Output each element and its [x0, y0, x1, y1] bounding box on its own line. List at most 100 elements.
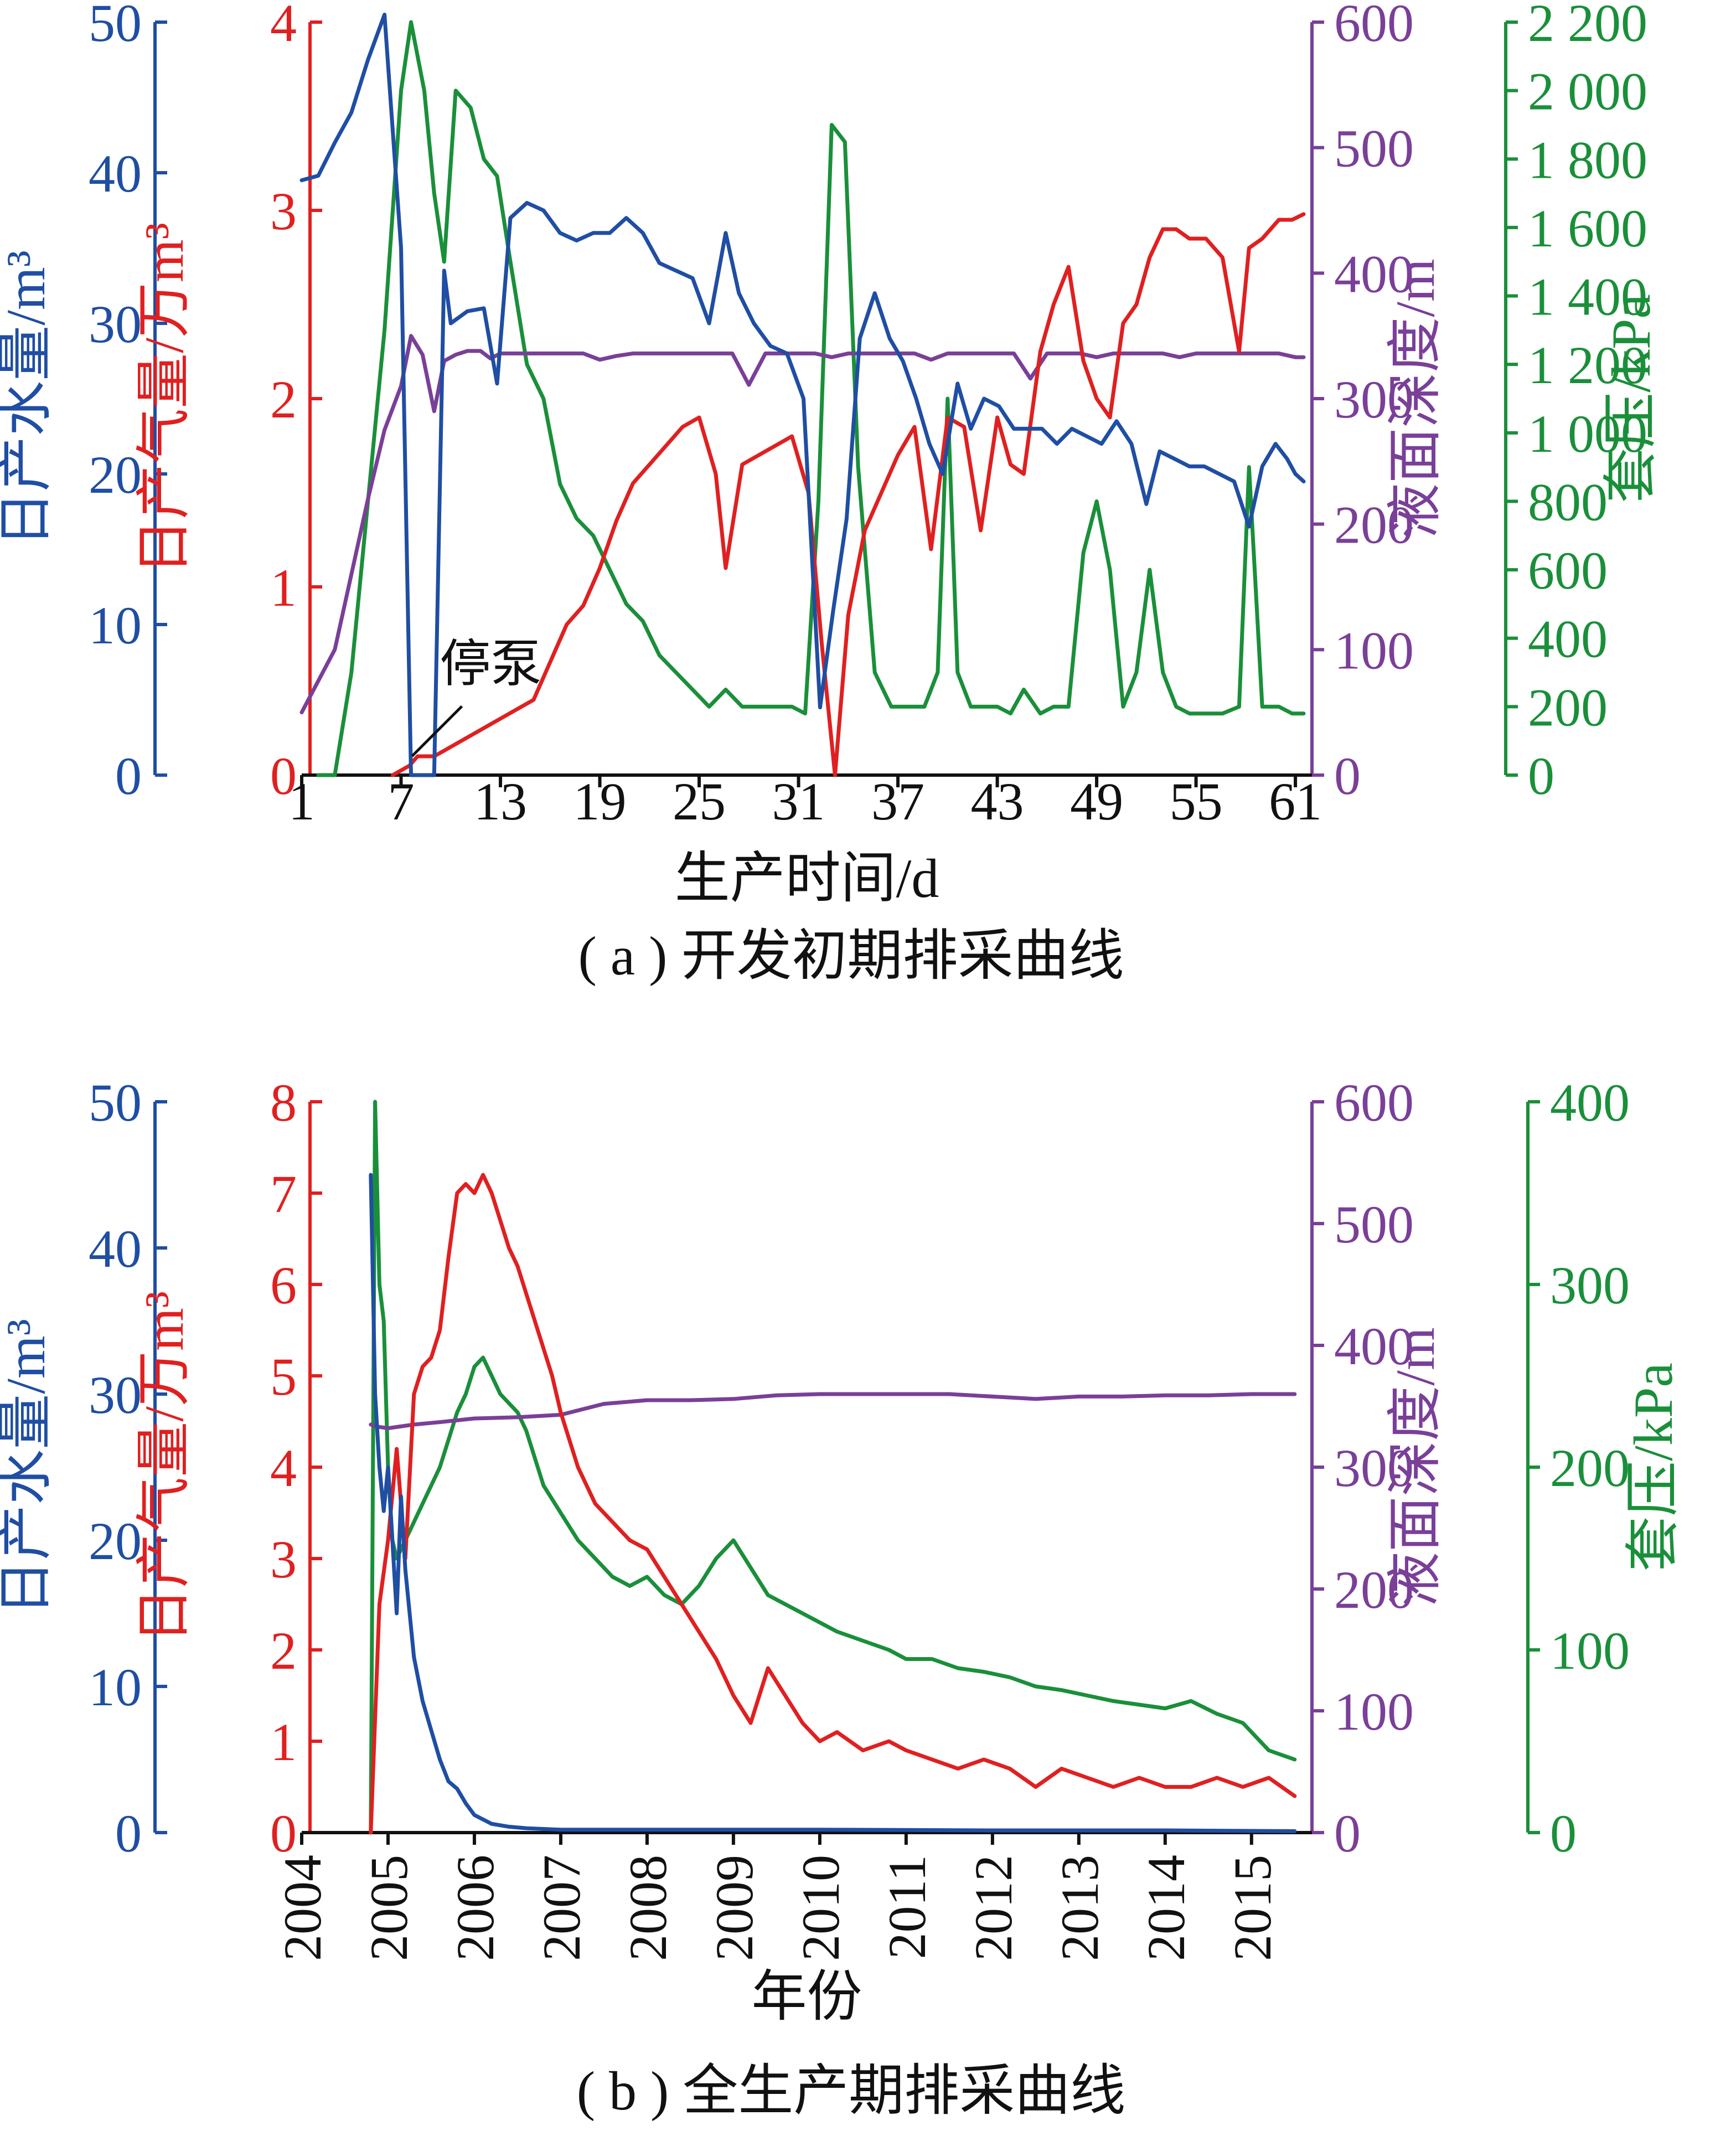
x-tick-label: 2009 [705, 1855, 764, 1961]
y-tick-label-pressure: 0 [1550, 1804, 1577, 1863]
x-tick-label: 61 [1269, 772, 1322, 831]
x-tick-label: 2015 [1223, 1855, 1282, 1961]
x-axis-label: 生产时间/d [675, 848, 939, 909]
y-tick-label-water: 20 [89, 1511, 142, 1571]
y-tick-label-pressure: 800 [1528, 472, 1608, 532]
y-tick-label-level: 200 [1334, 496, 1414, 555]
y-tick-label-water: 10 [89, 1658, 142, 1717]
y-axis-label-gas: 日产气量/万m³ [133, 223, 195, 575]
x-tick-label: 55 [1170, 772, 1223, 831]
figure-caption: ( a ) 开发初期排采曲线 [578, 925, 1124, 987]
figure-caption: ( b ) 全生产期排采曲线 [577, 2060, 1126, 2122]
y-tick-label-pressure: 1 400 [1528, 267, 1647, 327]
y-tick-label-gas: 5 [270, 1347, 297, 1406]
y-tick-label-level: 400 [1334, 1317, 1414, 1376]
y-tick-label-gas: 6 [270, 1256, 297, 1315]
y-tick-label-pressure: 300 [1550, 1256, 1630, 1315]
x-axis: 2004 2005 2006 2007 2008 2009 2010 2011 2012 2013… [273, 1831, 1312, 2027]
y-axis-gas: 0 1 2 3 4 日产气量/万m³ [133, 0, 322, 806]
annotation-text: 停泵 [440, 636, 541, 693]
y-axis-label-level: 液面深度/m [1384, 1327, 1446, 1607]
x-tick-label: 2004 [273, 1855, 332, 1961]
series-line-water [369, 1173, 1297, 1833]
y-axis-water: 0 10 20 30 40 50 日产水量/m³ [0, 1073, 167, 1863]
x-tick-label: 2014 [1136, 1855, 1196, 1961]
series-line-pressure [369, 1100, 1297, 1835]
x-tick-label: 2012 [964, 1855, 1023, 1961]
y-tick-label-water: 0 [115, 746, 142, 806]
y-axis-label-water: 日产水量/m³ [0, 250, 56, 547]
y-tick-label-pressure: 1 600 [1528, 199, 1647, 258]
chart-panel-a: 01020304050日产水量/m³01234日产气量/万m³010020030… [0, 0, 1662, 987]
y-tick-label-pressure: 0 [1528, 746, 1554, 806]
x-tick-label: 2007 [532, 1855, 591, 1961]
y-tick-label-gas: 8 [270, 1073, 297, 1132]
y-tick-label-water: 30 [89, 1365, 142, 1425]
x-tick-label: 2008 [618, 1855, 678, 1961]
y-axis-water: 0 10 20 30 40 50 日产水量/m³ [0, 0, 167, 806]
x-tick-label: 2013 [1050, 1855, 1109, 1961]
y-tick-label-level: 300 [1334, 370, 1414, 429]
annotation-leader-line [411, 705, 463, 757]
y-tick-label-level: 100 [1334, 1682, 1414, 1741]
y-axis-label-gas: 日产气量/万m³ [133, 1291, 195, 1643]
y-tick-label-pressure: 400 [1550, 1073, 1630, 1132]
x-tick-label: 19 [574, 772, 627, 831]
y-tick-label-level: 400 [1334, 244, 1414, 303]
y-tick-label-gas: 1 [270, 558, 297, 617]
y-tick-label-level: 0 [1334, 746, 1361, 806]
y-tick-label-pressure: 200 [1528, 678, 1608, 737]
y-tick-label-water: 40 [89, 1219, 142, 1278]
y-axis-pressure: 0 100 200 300 400 套压/kPa [1526, 1073, 1684, 1863]
y-tick-label-level: 300 [1334, 1438, 1414, 1498]
y-tick-label-water: 40 [89, 144, 142, 203]
y-tick-label-level: 600 [1334, 0, 1414, 53]
y-tick-label-level: 200 [1334, 1560, 1414, 1619]
y-tick-label-gas: 1 [270, 1712, 297, 1772]
y-tick-label-water: 50 [89, 0, 142, 53]
y-tick-label-pressure: 200 [1550, 1438, 1630, 1498]
x-axis-label: 年份 [752, 1966, 862, 2027]
series-line-gas [391, 212, 1306, 777]
x-tick-label: 37 [871, 772, 924, 831]
y-axis-level: 0 100 200 300 400 500 600 液面深度/m [1310, 0, 1446, 806]
x-tick-label: 49 [1070, 772, 1123, 831]
y-tick-label-water: 50 [89, 1073, 142, 1132]
x-tick-label: 43 [971, 772, 1024, 831]
y-tick-label-gas: 0 [270, 746, 297, 806]
chart-panel-b: 0 10 20 30 40 50 日产水量/m³ 0 1 2 3 4 5 6 7 8 日产气量/万m³ 0 100 2… [0, 1073, 1684, 2122]
y-tick-label-pressure: 600 [1528, 541, 1608, 600]
series-line-level [299, 334, 1306, 715]
y-axis-level: 0 100 200 300 400 500 600 液面深度/m [1310, 1073, 1446, 1863]
y-tick-label-level: 600 [1334, 1073, 1414, 1132]
y-axis-gas: 0 1 2 3 4 5 6 7 8 日产气量/万m³ [133, 1073, 322, 1863]
series-line-gas [369, 1173, 1297, 1835]
y-axis-label-level: 液面深度/m [1384, 259, 1446, 539]
y-tick-label-gas: 0 [270, 1804, 297, 1863]
x-tick-label: 1 [288, 772, 315, 831]
y-axis-label-pressure: 套压/kPa [1600, 294, 1662, 503]
x-tick-label: 2006 [446, 1855, 505, 1961]
y-tick-label-level: 0 [1334, 1804, 1361, 1863]
y-tick-label-gas: 2 [270, 370, 297, 429]
y-tick-label-level: 500 [1334, 119, 1414, 178]
x-tick-label: 31 [772, 772, 825, 831]
y-tick-label-pressure: 100 [1550, 1621, 1630, 1680]
y-tick-label-pressure: 1 000 [1528, 404, 1647, 463]
y-tick-label-gas: 3 [270, 182, 297, 241]
y-tick-label-gas: 2 [270, 1621, 297, 1680]
x-tick-label: 2011 [877, 1855, 937, 1959]
y-tick-label-water: 0 [115, 1804, 142, 1863]
y-tick-label-pressure: 2 000 [1528, 62, 1647, 121]
x-tick-label: 7 [388, 772, 415, 831]
series-line-pressure [316, 20, 1306, 777]
x-tick-label: 2010 [791, 1855, 850, 1961]
y-tick-label-pressure: 400 [1528, 610, 1608, 669]
y-axis-pressure: 0 200 400 600 800 1 000 1 200 1 400 1 600 1 800 2 … [1504, 0, 1662, 806]
y-tick-label-pressure: 1 200 [1528, 336, 1647, 395]
y-tick-label-water: 20 [89, 445, 142, 504]
y-tick-label-level: 500 [1334, 1195, 1414, 1254]
y-tick-label-gas: 4 [270, 0, 297, 53]
y-axis-label-water: 日产水量/m³ [0, 1319, 56, 1616]
